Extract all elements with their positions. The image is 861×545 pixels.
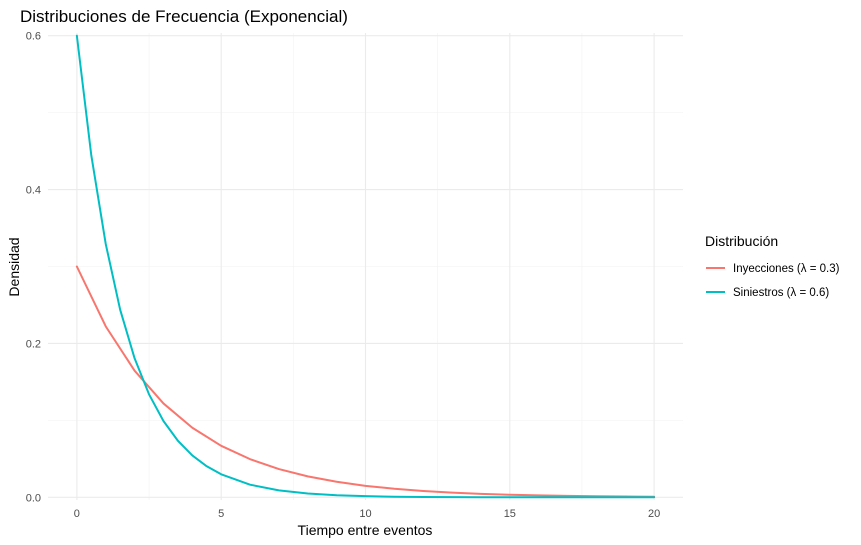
x-tick-label: 0: [74, 508, 80, 520]
legend-label-2: Siniestros (λ = 0.6): [733, 287, 829, 299]
series-line-2: [75, 34, 656, 499]
series-layer: [75, 34, 656, 499]
x-tick-label: 10: [359, 508, 371, 520]
y-tick-label: 0.2: [26, 338, 41, 350]
x-tick-label: 15: [504, 508, 516, 520]
y-tick-label: 0.6: [26, 31, 41, 43]
y-axis-ticks: 0.0 0.2 0.4 0.6: [26, 31, 41, 505]
x-axis-ticks: 0 5 10 15 20: [74, 508, 660, 520]
chart-title: Distribuciones de Frecuencia (Exponencia…: [20, 7, 348, 26]
x-tick-label: 5: [218, 508, 224, 520]
x-tick-label: 20: [648, 508, 660, 520]
legend-title: Distribución: [705, 233, 778, 249]
legend: Distribución Inyecciones (λ = 0.3) Sinies…: [705, 233, 840, 299]
x-axis-title: Tiempo entre eventos: [298, 522, 433, 538]
y-tick-label: 0.0: [26, 492, 41, 504]
series-line-1: [75, 265, 656, 498]
legend-label-1: Inyecciones (λ = 0.3): [733, 263, 840, 275]
y-tick-label: 0.4: [26, 185, 41, 197]
y-axis-title: Densidad: [6, 237, 22, 296]
